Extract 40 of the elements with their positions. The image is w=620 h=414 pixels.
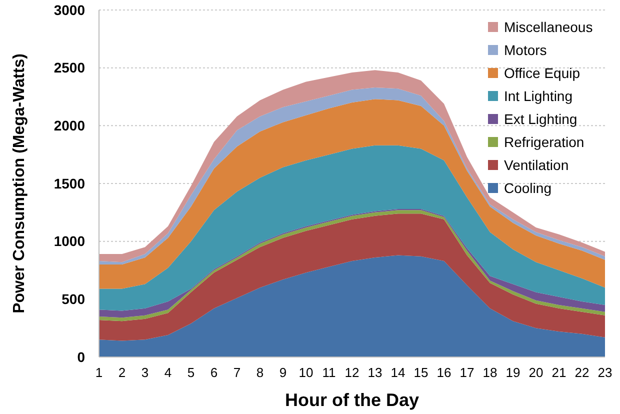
x-tick-label: 16 bbox=[436, 365, 452, 380]
x-tick-label: 3 bbox=[141, 365, 149, 380]
x-tick-label: 12 bbox=[344, 365, 360, 380]
x-tick-label: 10 bbox=[298, 365, 314, 380]
legend-label: Int Lighting bbox=[504, 88, 572, 104]
x-tick-label: 13 bbox=[368, 365, 382, 380]
y-axis-title: Power Consumption (Mega-Watts) bbox=[11, 54, 28, 314]
x-tick-label: 23 bbox=[598, 365, 612, 380]
x-tick-label: 5 bbox=[187, 365, 195, 380]
y-tick-label: 1000 bbox=[54, 233, 86, 250]
y-tick-label: 500 bbox=[62, 291, 86, 308]
x-tick-label: 11 bbox=[322, 365, 336, 380]
x-tick-label: 6 bbox=[210, 365, 218, 380]
x-tick-label: 20 bbox=[528, 365, 544, 380]
legend-label: Miscellaneous bbox=[504, 18, 593, 35]
y-tick-label: 3000 bbox=[54, 2, 86, 18]
x-axis-title: Hour of the Day bbox=[284, 390, 420, 410]
y-tick-label: 1500 bbox=[54, 175, 86, 192]
x-tick-label: 4 bbox=[164, 365, 172, 380]
y-tick-label: 0 bbox=[77, 348, 86, 365]
x-tick-label: 18 bbox=[482, 365, 498, 380]
legend-label: Cooling bbox=[504, 180, 552, 196]
x-tick-label: 9 bbox=[279, 365, 287, 380]
x-tick-label: 19 bbox=[506, 365, 520, 380]
legend-label: Ext Lighting bbox=[504, 110, 578, 127]
x-tick-label: 14 bbox=[390, 365, 406, 380]
legend-label: Refrigeration bbox=[504, 134, 584, 150]
y-tick-label: 2500 bbox=[54, 60, 86, 76]
x-tick-label: 22 bbox=[574, 365, 590, 380]
x-tick-label: 17 bbox=[460, 365, 474, 380]
x-tick-label: 8 bbox=[256, 365, 264, 380]
x-tick-label: 15 bbox=[414, 365, 428, 380]
legend-label: Ventilation bbox=[504, 156, 569, 173]
legend-label: Motors bbox=[504, 42, 547, 58]
x-tick-label: 1 bbox=[95, 365, 103, 380]
legend-label: Office Equip bbox=[504, 64, 580, 81]
x-tick-label: 21 bbox=[552, 365, 566, 380]
x-tick-label: 2 bbox=[118, 365, 126, 380]
x-tick-label: 7 bbox=[233, 365, 241, 380]
y-tick-label: 2000 bbox=[54, 118, 86, 134]
